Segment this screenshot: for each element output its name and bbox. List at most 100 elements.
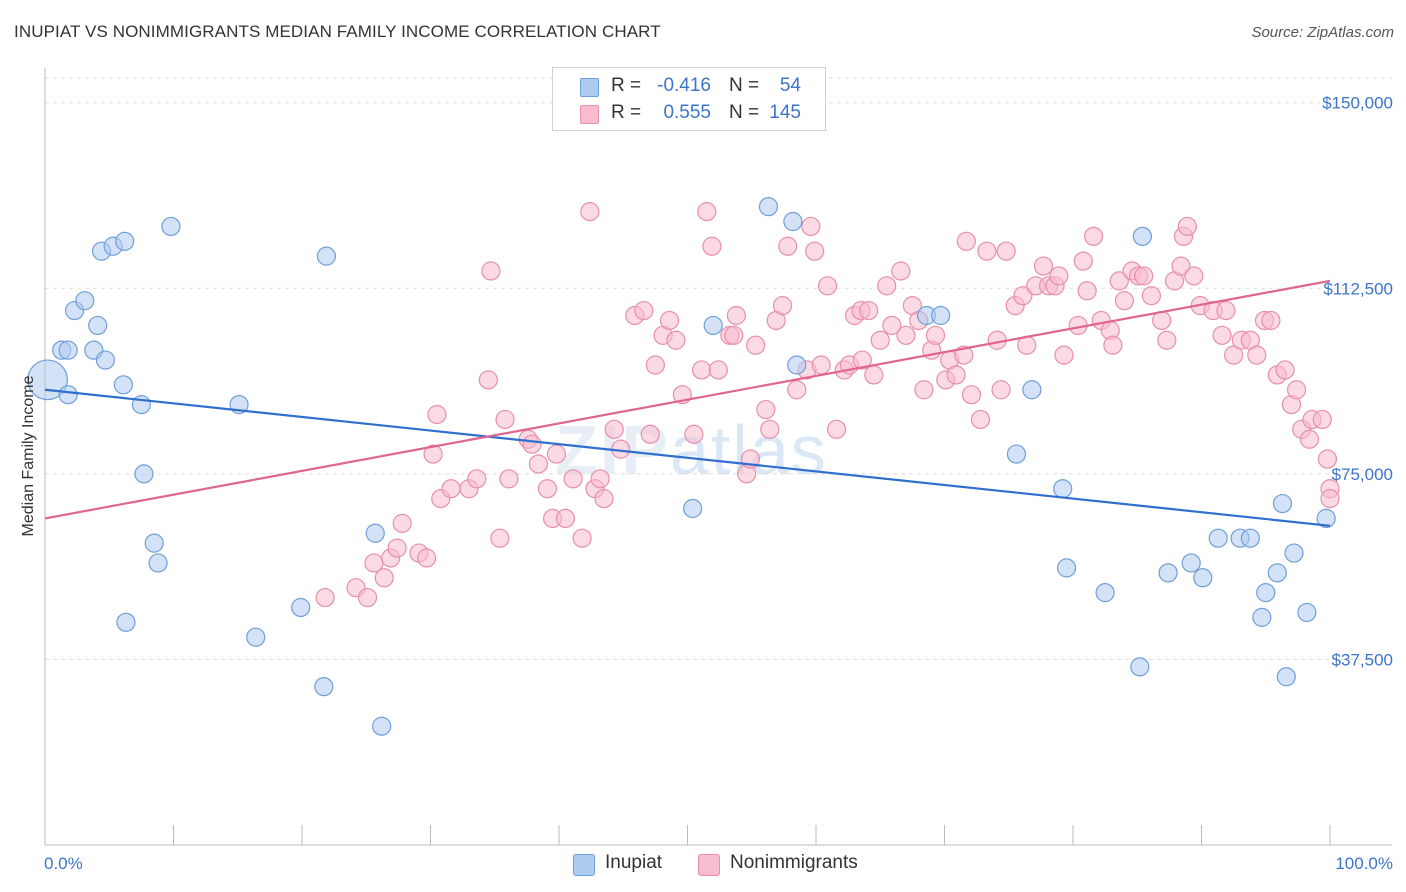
nonimmigrants-point [896, 325, 916, 345]
nonimmigrants-point [666, 330, 686, 350]
nonimmigrants-point [555, 508, 576, 529]
nonimmigrants-point [423, 444, 443, 464]
nonimmigrants-point [991, 380, 1011, 400]
y-tick-label: $75,000 [1332, 465, 1393, 484]
nonimmigrants-point [594, 489, 614, 509]
nonimmigrants-point [956, 231, 976, 251]
nonimmigrants-point [495, 409, 515, 430]
nonimmigrants-point [970, 409, 991, 430]
y-tick-label: $112,500 [1323, 279, 1393, 298]
nonimmigrants-point [1157, 330, 1177, 350]
inupiat-point [1240, 528, 1260, 548]
nonimmigrants-point [659, 310, 680, 331]
inupiat-point [1193, 568, 1213, 588]
nonimmigrants-point [1073, 251, 1093, 271]
inupiat-point [1181, 553, 1201, 573]
nonimmigrants-point [877, 276, 897, 296]
nonimmigrants-point [490, 528, 510, 548]
nonimmigrants-point [392, 513, 412, 533]
inupiat-trend-line [44, 388, 1331, 527]
inupiat-point [1158, 563, 1178, 583]
nonimmigrants-point [499, 469, 519, 489]
nonimmigrants-point [645, 355, 665, 375]
nonimmigrants-point [537, 479, 558, 499]
inupiat-swatch [580, 78, 599, 97]
inupiat-point [1056, 558, 1077, 578]
y-tick-label: $37,500 [1332, 650, 1393, 669]
nonimmigrants-r-value: 0.555 [663, 102, 711, 123]
nonimmigrants-point [954, 345, 974, 365]
nonimmigrants-trend-line [44, 279, 1331, 520]
nonimmigrants-point [787, 380, 807, 400]
inupiat-point [372, 716, 392, 736]
legend-row-inupiat: R = -0.416 N = 54 [553, 74, 825, 100]
inupiat-point [58, 385, 78, 405]
axes [44, 68, 1392, 846]
inupiat-point [1276, 667, 1296, 687]
nonimmigrants-point [417, 548, 437, 568]
inupiat-r-label: R = [611, 75, 642, 96]
y-axis-title: Median Family Income [20, 375, 37, 536]
nonimmigrants-point [1049, 266, 1069, 286]
nonimmigrants-point [590, 469, 610, 489]
nonimmigrants-point [692, 360, 712, 380]
nonimmigrants-point [634, 300, 654, 321]
nonimmigrants-point [826, 419, 847, 439]
nonimmigrants-point [961, 385, 982, 405]
inupiat-point [113, 375, 133, 395]
nonimmigrants-point [572, 528, 592, 548]
nonimmigrants-point [1216, 300, 1236, 321]
nonimmigrants-point [374, 568, 394, 588]
inupiat-point [787, 355, 807, 375]
nonimmigrants-point [805, 241, 825, 261]
nonimmigrants-point [702, 236, 722, 256]
nonimmigrants-point [441, 479, 461, 499]
inupiat-point [95, 350, 115, 370]
inupiat-point [1208, 528, 1228, 548]
inupiat-point [1284, 543, 1304, 563]
inupiat-point [683, 498, 703, 519]
legend-row-nonimmigrants: R = 0.555 N = 145 [553, 101, 825, 127]
nonimmigrants-point [870, 330, 890, 350]
nonimmigrants-n-label: N = [729, 102, 760, 123]
inupiat-n-value: 54 [779, 75, 801, 96]
nonimmigrants-point [1054, 345, 1074, 365]
inupiat-point [316, 246, 337, 266]
nonimmigrants-point [708, 360, 728, 380]
nonimmigrants-point [357, 587, 378, 608]
inupiat-point [291, 597, 311, 618]
inupiat-point [1272, 493, 1293, 514]
nonimmigrants-point [522, 434, 542, 454]
inupiat-point [148, 553, 168, 573]
nonimmigrants-point [697, 202, 717, 222]
nonimmigrants-point [1247, 345, 1267, 365]
inupiat-point [246, 627, 266, 647]
nonimmigrants-point [817, 276, 838, 296]
nonimmigrants-point [1171, 256, 1191, 276]
nonimmigrants-point [996, 241, 1016, 261]
nonimmigrants-point [1224, 345, 1244, 365]
nonimmigrants-point [1184, 266, 1204, 286]
nonimmigrants-point [746, 335, 766, 355]
nonimmigrants-point [859, 300, 879, 321]
inupiat-point [1252, 607, 1272, 627]
x-tick-label: 0.0% [44, 854, 83, 873]
nonimmigrants-point [914, 380, 934, 400]
inupiat-point [58, 340, 78, 360]
nonimmigrants-point [563, 469, 583, 489]
nonimmigrants-point [546, 444, 567, 464]
nonimmigrants-point [772, 296, 793, 316]
inupiat-point [1297, 602, 1317, 623]
inupiat-point [115, 231, 135, 251]
inupiat-points [27, 197, 1336, 736]
nonimmigrants-point [1141, 286, 1161, 306]
nonimmigrants-point [1114, 291, 1135, 311]
inupiat-point [783, 211, 803, 232]
nonimmigrants-point [1320, 489, 1340, 509]
nonimmigrants-point [801, 216, 821, 237]
nonimmigrants-n-value: 145 [769, 102, 801, 123]
nonimmigrants-point [1033, 256, 1054, 276]
nonimmigrants-point [852, 350, 872, 370]
nonimmigrants-point [882, 315, 902, 336]
